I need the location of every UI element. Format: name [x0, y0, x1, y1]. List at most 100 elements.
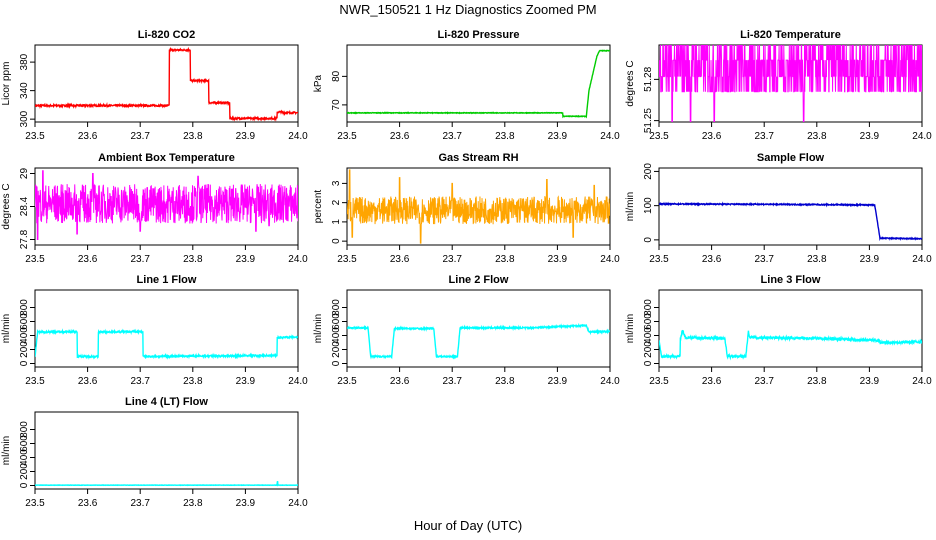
x-tick-label: 23.5: [25, 376, 45, 387]
x-tick-label: 23.7: [130, 498, 150, 509]
x-tick-label: 23.9: [236, 498, 256, 509]
y-tick-label: 300: [19, 110, 30, 127]
x-tick-label: 23.9: [548, 254, 568, 265]
series-line: [347, 169, 610, 244]
x-tick-label: 23.7: [442, 131, 462, 142]
figure-title: NWR_150521 1 Hz Diagnostics Zoomed PM: [339, 2, 597, 17]
x-tick-label: 23.5: [649, 376, 669, 387]
x-tick-label: 23.8: [807, 131, 827, 142]
x-tick-label: 23.7: [130, 131, 150, 142]
x-tick-label: 23.8: [183, 131, 203, 142]
x-tick-label: 23.6: [78, 131, 98, 142]
x-tick-label: 23.6: [390, 254, 410, 265]
x-tick-label: 24.0: [288, 254, 308, 265]
y-tick-label: 400: [331, 327, 342, 344]
panel-2: Li-820 Pressure kPa 23.5 23.6 23.7 23.8 23.9 24…: [313, 29, 620, 142]
x-tick-label: 24.0: [288, 376, 308, 387]
y-tick-label: 28.4: [19, 196, 30, 216]
x-tick-label: 23.7: [442, 376, 462, 387]
y-tick-label: 1: [331, 219, 342, 225]
y-axis-label: kPa: [313, 74, 324, 92]
x-tick-label: 23.9: [236, 254, 256, 265]
x-tick-label: 23.5: [337, 254, 357, 265]
x-tick-label: 23.8: [183, 498, 203, 509]
x-tick-label: 24.0: [600, 376, 620, 387]
y-tick-label: 0: [331, 360, 342, 366]
x-tick-label: 23.9: [860, 131, 880, 142]
x-tick-label: 23.7: [754, 376, 774, 387]
y-tick-label: 200: [19, 463, 30, 480]
y-tick-label: 100: [643, 197, 654, 214]
x-tick-label: 23.7: [442, 254, 462, 265]
panel-1: Li-820 CO2 Licor ppm 23.5 23.6 23.7 23.8 23.9 2…: [1, 29, 308, 142]
x-tick-label: 23.6: [702, 131, 722, 142]
x-tick-label: 23.5: [649, 131, 669, 142]
y-tick-label: 800: [643, 299, 654, 316]
y-tick-label: 200: [643, 341, 654, 358]
y-tick-label: 200: [331, 341, 342, 358]
x-tick-label: 23.9: [236, 376, 256, 387]
y-axis-label: ml/min: [313, 314, 324, 343]
plot-frame: [34, 44, 299, 123]
x-tick-label: 23.8: [495, 376, 515, 387]
y-tick-label: 70: [331, 99, 342, 111]
y-axis-label: Licor ppm: [1, 62, 12, 106]
y-tick-label: 600: [19, 435, 30, 452]
panel-7: Line 1 Flow ml/min 23.5 23.6 23.7 23.8 23.9 24.…: [1, 274, 308, 387]
y-tick-label: 0: [331, 238, 342, 244]
series-line: [347, 322, 610, 360]
x-tick-label: 24.0: [600, 254, 620, 265]
panel-9: Line 3 Flow ml/min 23.5 23.6 23.7 23.8 23.9 24.…: [625, 274, 932, 387]
x-tick-label: 23.8: [183, 254, 203, 265]
y-tick-label: 600: [643, 313, 654, 330]
x-tick-label: 23.8: [807, 376, 827, 387]
y-axis-label: degrees C: [625, 60, 636, 106]
x-tick-label: 23.5: [25, 498, 45, 509]
x-tick-label: 23.8: [807, 254, 827, 265]
x-tick-label: 23.8: [183, 376, 203, 387]
y-tick-label: 200: [19, 341, 30, 358]
y-tick-label: 51.25: [643, 108, 654, 133]
y-tick-label: 27.8: [19, 229, 30, 249]
plot-frame: [346, 44, 611, 123]
series-line: [35, 480, 298, 487]
panel-title: Li-820 Pressure: [438, 29, 520, 41]
x-tick-label: 24.0: [600, 131, 620, 142]
y-axis-label: percent: [313, 190, 324, 224]
y-tick-label: 0: [19, 482, 30, 488]
panel-title: Line 4 (LT) Flow: [125, 396, 208, 408]
panel-5: Gas Stream RH percent 23.5 23.6 23.7 23.8 23.9…: [313, 152, 620, 265]
series-line: [659, 201, 922, 242]
x-tick-label: 23.7: [754, 131, 774, 142]
x-tick-label: 23.6: [702, 376, 722, 387]
panel-10: Line 4 (LT) Flow ml/min 23.5 23.6 23.7 23.8 23…: [1, 396, 308, 509]
x-tick-label: 23.7: [130, 376, 150, 387]
panel-title: Li-820 Temperature: [740, 29, 841, 41]
panel-title: Ambient Box Temperature: [98, 152, 235, 164]
x-tick-label: 23.6: [78, 376, 98, 387]
y-axis-label: ml/min: [1, 436, 12, 465]
y-tick-label: 400: [19, 449, 30, 466]
y-tick-label: 340: [19, 82, 30, 99]
x-tick-label: 23.9: [236, 131, 256, 142]
y-tick-label: 51.28: [643, 66, 654, 91]
x-tick-label: 24.0: [912, 254, 932, 265]
x-tick-label: 23.5: [337, 131, 357, 142]
x-tick-label: 23.5: [337, 376, 357, 387]
plot-frame: [34, 411, 299, 490]
y-axis-label: ml/min: [625, 192, 636, 221]
panel-title: Sample Flow: [757, 152, 825, 164]
y-tick-label: 400: [643, 327, 654, 344]
x-tick-label: 23.8: [495, 254, 515, 265]
panel-title: Gas Stream RH: [438, 152, 518, 164]
y-tick-label: 29: [19, 168, 30, 180]
y-tick-label: 800: [331, 299, 342, 316]
x-tick-label: 23.7: [130, 254, 150, 265]
panel-6: Sample Flow ml/min 23.5 23.6 23.7 23.8 23.9 24.…: [625, 152, 932, 265]
plot-frame: [34, 289, 299, 368]
series-line: [659, 329, 922, 361]
x-tick-label: 23.8: [495, 131, 515, 142]
y-tick-label: 380: [19, 53, 30, 70]
y-tick-label: 600: [331, 313, 342, 330]
y-tick-label: 0: [643, 360, 654, 366]
